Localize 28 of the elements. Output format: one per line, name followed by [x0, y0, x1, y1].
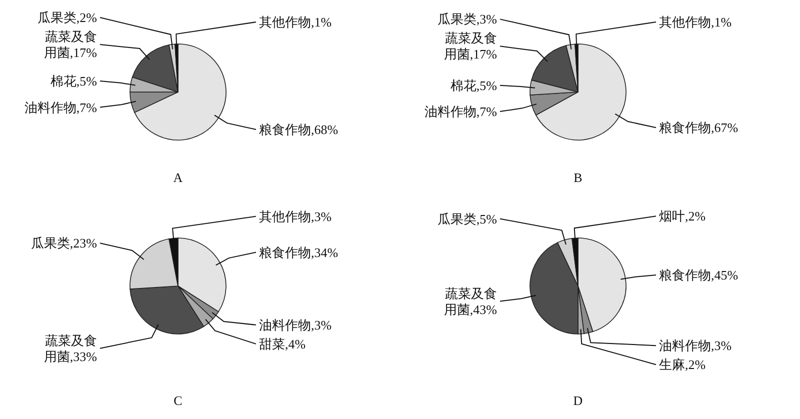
text: B [574, 170, 583, 185]
slice-label: 粮食作物,68% [259, 122, 338, 138]
slice-label: 蔬菜及食用菌,43% [444, 286, 498, 317]
slice-label: 油料作物,7% [24, 100, 98, 115]
slice-label: 棉花,5% [450, 78, 498, 93]
slice-label: 粮食作物,34% [259, 244, 338, 260]
slice-label: 油料作物,7% [424, 104, 498, 120]
slice-label: 粮食作物,67% [659, 120, 738, 136]
slice-label: 烟叶,2% [659, 208, 706, 224]
slice-label: 油料作物,3% [659, 338, 732, 354]
slice-label: 瓜果类,5% [437, 211, 498, 226]
text: C [174, 393, 182, 408]
slice-label: 瓜果类,23% [30, 236, 98, 251]
slice-label: 油料作物,3% [259, 317, 332, 332]
slice-label: 棉花,5% [50, 74, 98, 89]
slice-label: 粮食作物,45% [659, 268, 738, 283]
slice-label: 瓜果类,2% [37, 10, 98, 26]
slice-label: 蔬菜及食用菌,17% [444, 30, 498, 62]
slice-label: 甜菜,4% [259, 336, 306, 352]
slice-label: 瓜果类,3% [437, 12, 498, 27]
slice-label: 其他作物,3% [259, 208, 332, 224]
slice-label: 生麻,2% [659, 357, 706, 372]
slice-label: 其他作物,1% [659, 14, 732, 30]
slice-label: 蔬菜及食用菌,17% [44, 29, 98, 60]
slice-label: 其他作物,1% [259, 14, 332, 30]
text: D [573, 393, 583, 408]
slice-label: 蔬菜及食用菌,33% [44, 332, 98, 364]
text: A [173, 170, 184, 185]
